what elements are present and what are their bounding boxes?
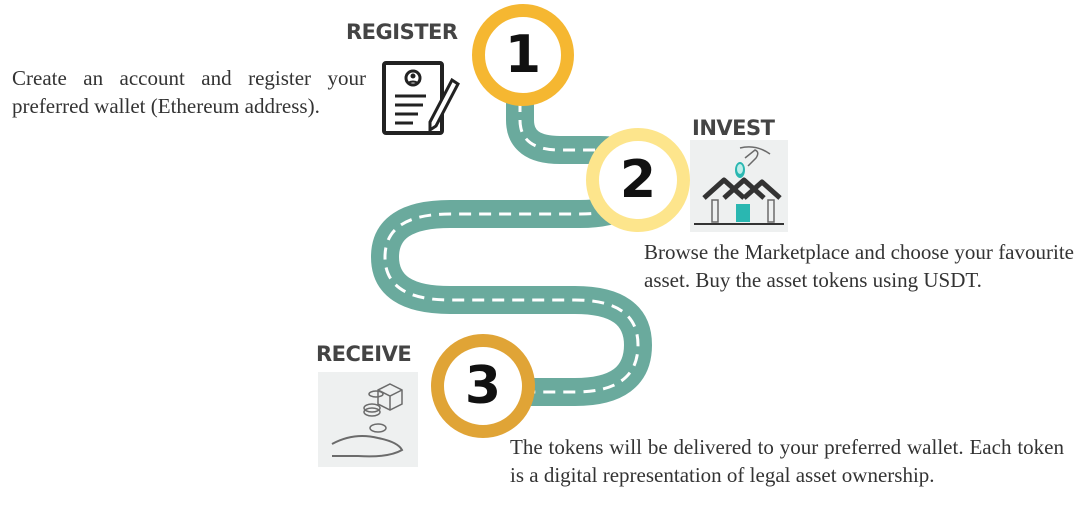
receive-tokens-icon	[318, 372, 418, 467]
step-1-title: REGISTER	[346, 20, 458, 44]
step-3-title: RECEIVE	[316, 342, 412, 366]
step-2-number: 2	[619, 150, 657, 210]
step-3-description: The tokens will be delivered to your pre…	[510, 435, 1064, 487]
registration-form-icon	[378, 58, 460, 136]
step-2-circle: 2	[586, 128, 690, 232]
step-1-description: Create an account and register your pref…	[12, 66, 366, 118]
step-3-circle: 3	[431, 334, 535, 438]
step-1-circle: 1	[472, 4, 574, 106]
step-3-number: 3	[464, 356, 502, 416]
step-2-description: Browse the Marketplace and choose your f…	[644, 240, 1074, 292]
step-1-number: 1	[504, 25, 542, 85]
step-2-title: INVEST	[692, 116, 775, 140]
house-investment-icon	[690, 140, 788, 232]
